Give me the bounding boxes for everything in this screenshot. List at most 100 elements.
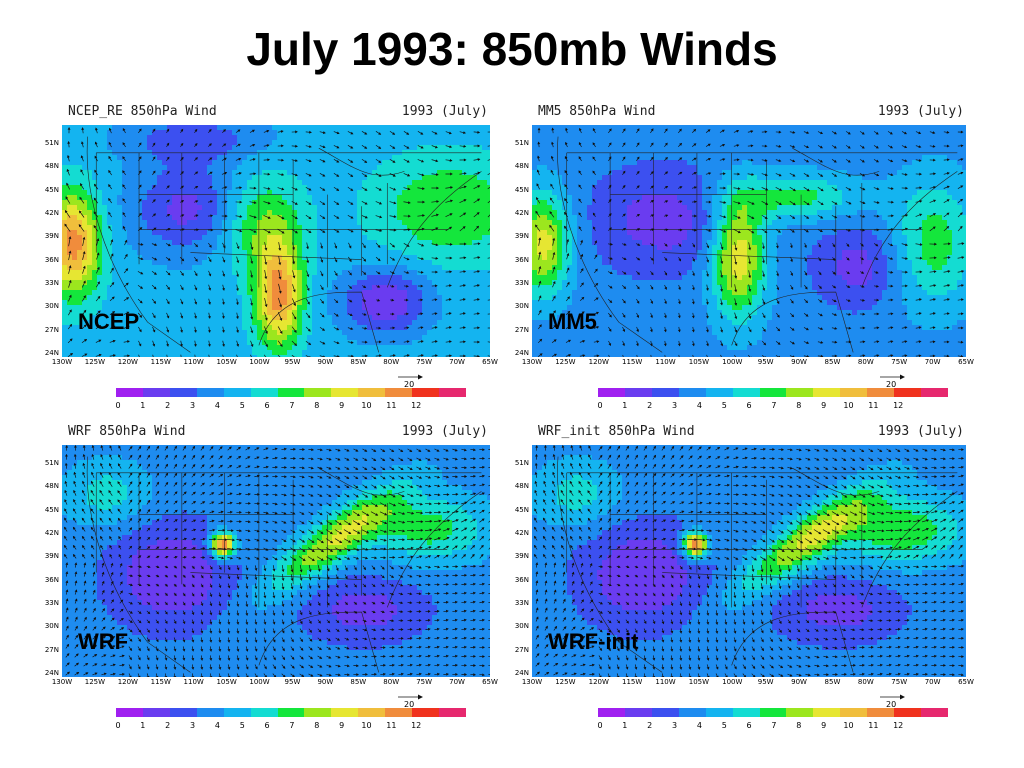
colorbar-tick-label: 4 bbox=[691, 401, 707, 410]
colorbar-segment bbox=[894, 708, 922, 717]
reference-vector-value: 20 bbox=[886, 380, 896, 389]
latitude-label: 51N bbox=[507, 459, 529, 467]
colorbar-segment bbox=[759, 708, 787, 717]
colorbar-tick-label: 11 bbox=[865, 401, 881, 410]
colorbar-tick-label: 10 bbox=[841, 721, 857, 730]
latitude-label: 48N bbox=[507, 482, 529, 490]
longitude-label: 120W bbox=[586, 358, 612, 366]
ncep-panel: NCEP_RE 850hPa Wind 1993 (July) 51N 48N 45N 4… bbox=[45, 98, 500, 418]
wind-vectors bbox=[533, 445, 965, 677]
wrf-init-colorbar: 0 1 2 3 4 5 6 7 8 9 10 11 12 bbox=[597, 708, 949, 734]
latitude-label: 42N bbox=[507, 529, 529, 537]
longitude-label: 105W bbox=[686, 678, 712, 686]
colorbar-tick-label: 7 bbox=[284, 721, 300, 730]
longitude-label: 75W bbox=[411, 358, 437, 366]
colorbar-segment bbox=[921, 388, 949, 397]
longitude-label: 85W bbox=[345, 358, 371, 366]
longitude-label: 125W bbox=[82, 678, 108, 686]
colorbar-tick-label: 0 bbox=[592, 721, 608, 730]
longitude-label: 70W bbox=[920, 358, 946, 366]
colorbar-tick-label: 2 bbox=[160, 721, 176, 730]
colorbar-tick-label: 4 bbox=[691, 721, 707, 730]
latitude-label: 42N bbox=[507, 209, 529, 217]
colorbar-segment bbox=[169, 708, 198, 717]
latitude-label: 30N bbox=[507, 302, 529, 310]
slide-title: July 1993: 850mb Winds bbox=[0, 22, 1024, 76]
colorbar-segment bbox=[813, 708, 841, 717]
longitude-label: 115W bbox=[148, 678, 174, 686]
latitude-label: 27N bbox=[507, 646, 529, 654]
longitude-label: 95W bbox=[279, 678, 305, 686]
state-boundaries bbox=[86, 136, 482, 353]
colorbar-segment bbox=[304, 388, 332, 397]
mm5-panel: MM5 850hPa Wind 1993 (July) 51N 48N 45N 42N 39… bbox=[515, 98, 976, 418]
colorbar-tick-label: 8 bbox=[309, 721, 325, 730]
latitude-label: 33N bbox=[37, 599, 59, 607]
longitude-label: 65W bbox=[953, 678, 979, 686]
longitude-label: 115W bbox=[148, 358, 174, 366]
latitude-label: 27N bbox=[507, 326, 529, 334]
latitude-label: 30N bbox=[37, 622, 59, 630]
longitude-label: 80W bbox=[378, 678, 404, 686]
colorbar-segment bbox=[412, 708, 440, 717]
longitude-label: 80W bbox=[853, 358, 879, 366]
longitude-label: 70W bbox=[920, 678, 946, 686]
mm5-map-svg bbox=[532, 125, 966, 357]
latitude-label: 24N bbox=[37, 349, 59, 357]
latitude-label: 27N bbox=[37, 326, 59, 334]
longitude-label: 130W bbox=[519, 358, 545, 366]
latitude-label: 45N bbox=[37, 506, 59, 514]
colorbar-segment bbox=[598, 708, 626, 717]
ncep-wind-map bbox=[62, 125, 490, 357]
colorbar-tick-label: 9 bbox=[816, 721, 832, 730]
longitude-label: 110W bbox=[653, 678, 679, 686]
latitude-label: 27N bbox=[37, 646, 59, 654]
wrf-init-panel-date: 1993 (July) bbox=[878, 424, 964, 439]
colorbar-segment bbox=[624, 388, 653, 397]
longitude-label: 110W bbox=[181, 358, 207, 366]
longitude-label: 105W bbox=[686, 358, 712, 366]
colorbar-segment bbox=[385, 708, 413, 717]
wrf-map-svg bbox=[62, 445, 490, 677]
colorbar-segment bbox=[840, 388, 868, 397]
colorbar-tick-label: 11 bbox=[383, 721, 399, 730]
colorbar-tick-label: 12 bbox=[890, 401, 906, 410]
colorbar-segment bbox=[358, 708, 386, 717]
colorbar-tick-label: 0 bbox=[110, 401, 126, 410]
longitude-label: 130W bbox=[519, 678, 545, 686]
colorbar-tick-label: 1 bbox=[617, 721, 633, 730]
latitude-label: 30N bbox=[507, 622, 529, 630]
latitude-label: 45N bbox=[507, 506, 529, 514]
colorbar-tick-label: 6 bbox=[259, 401, 275, 410]
colorbar-tick-label: 10 bbox=[841, 401, 857, 410]
latitude-label: 51N bbox=[37, 139, 59, 147]
colorbar-segment bbox=[277, 388, 305, 397]
colorbar-segment bbox=[277, 708, 305, 717]
colorbar-tick-label: 11 bbox=[865, 721, 881, 730]
colorbar-tick-label: 3 bbox=[185, 721, 201, 730]
longitude-label: 95W bbox=[279, 358, 305, 366]
longitude-label: 90W bbox=[786, 678, 812, 686]
latitude-label: 36N bbox=[507, 576, 529, 584]
mm5-wind-map bbox=[532, 125, 966, 357]
wrf-init-map-svg bbox=[532, 445, 966, 677]
colorbar-segment bbox=[223, 388, 252, 397]
ncep-model-label: NCEP bbox=[78, 309, 139, 335]
latitude-label: 39N bbox=[507, 552, 529, 560]
colorbar-segment bbox=[732, 708, 761, 717]
wrf-init-panel: WRF_init 850hPa Wind 1993 (July) 51N 48N 45N… bbox=[515, 418, 979, 738]
mm5-panel-date: 1993 (July) bbox=[878, 104, 964, 119]
latitude-label: 36N bbox=[37, 576, 59, 584]
latitude-label: 48N bbox=[37, 162, 59, 170]
colorbar-segment bbox=[116, 708, 144, 717]
longitude-label: 80W bbox=[853, 678, 879, 686]
colorbar-tick-label: 0 bbox=[592, 401, 608, 410]
colorbar-tick-label: 8 bbox=[309, 401, 325, 410]
colorbar-tick-label: 7 bbox=[766, 401, 782, 410]
wrf-init-model-label: WRF-init bbox=[548, 629, 638, 655]
wind-vectors bbox=[64, 127, 490, 357]
colorbar-tick-label: 2 bbox=[642, 721, 658, 730]
colorbar-tick-label: 11 bbox=[383, 401, 399, 410]
colorbar-tick-label: 10 bbox=[359, 721, 375, 730]
colorbar-segment bbox=[169, 388, 198, 397]
